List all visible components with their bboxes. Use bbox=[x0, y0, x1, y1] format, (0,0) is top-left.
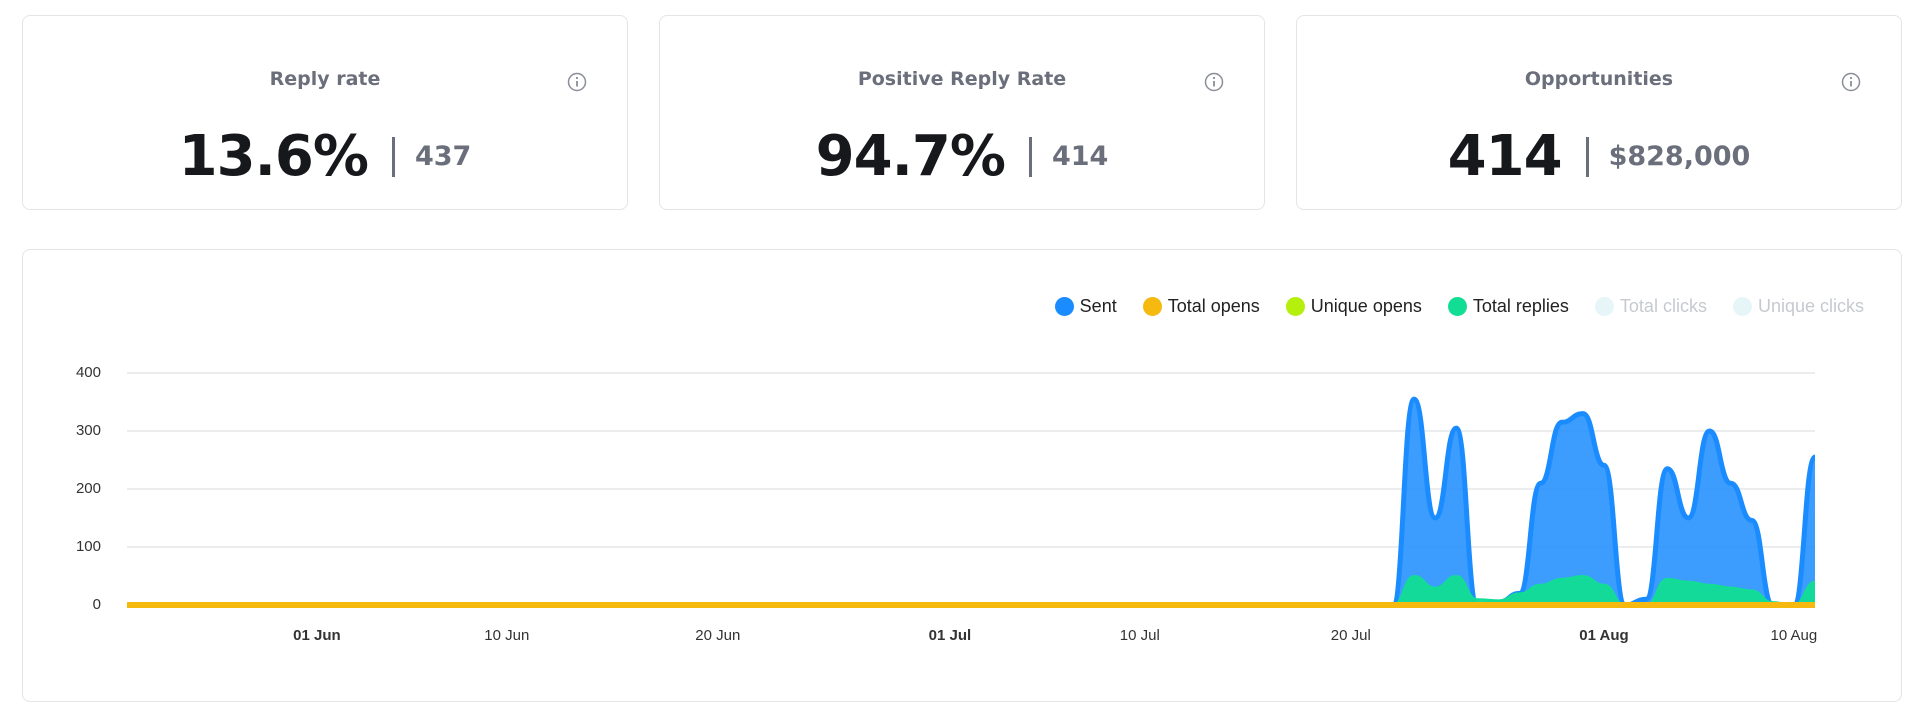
y-tick-label: 0 bbox=[93, 596, 101, 613]
legend-label: Unique clicks bbox=[1757, 296, 1864, 316]
chart-card bbox=[22, 249, 1902, 702]
legend-item[interactable]: Unique clicks bbox=[1732, 296, 1864, 317]
info-icon[interactable] bbox=[1204, 72, 1224, 92]
legend-item[interactable]: Total clicks bbox=[1594, 296, 1707, 317]
x-tick-label: 01 Jul bbox=[929, 627, 972, 644]
x-tick-label: 01 Aug bbox=[1579, 627, 1628, 644]
x-tick-label: 01 Jun bbox=[293, 627, 341, 644]
legend-swatch bbox=[1054, 297, 1074, 316]
stat-value: 13.6% bbox=[178, 124, 369, 189]
stat-value: 94.7% bbox=[815, 124, 1006, 189]
x-tick-label: 10 Jul bbox=[1120, 627, 1160, 644]
legend-label: Total opens bbox=[1167, 296, 1260, 316]
legend-swatch bbox=[1447, 297, 1467, 316]
area bbox=[127, 399, 1815, 605]
x-tick-label: 10 Aug bbox=[1771, 627, 1818, 644]
x-tick-label: 20 Jul bbox=[1331, 627, 1371, 644]
stat-secondary: 437 bbox=[414, 141, 472, 172]
card-title: Positive Reply Rate bbox=[857, 68, 1067, 90]
info-icon[interactable] bbox=[567, 72, 587, 92]
legend-swatch bbox=[1732, 297, 1752, 316]
legend-swatch bbox=[1285, 297, 1305, 316]
stat-value: 414 bbox=[1447, 124, 1563, 189]
stat-card: Positive Reply Rate 94.7% 414 bbox=[659, 15, 1265, 210]
card-title: Opportunities bbox=[1524, 68, 1674, 90]
y-tick-label: 100 bbox=[76, 538, 101, 555]
legend-swatch bbox=[1594, 297, 1614, 316]
card-title: Reply rate bbox=[269, 68, 381, 90]
x-tick-label: 20 Jun bbox=[695, 627, 740, 644]
legend-label: Total clicks bbox=[1619, 296, 1707, 316]
stat-card: Reply rate 13.6% 437 bbox=[22, 15, 628, 210]
legend-item[interactable]: Sent bbox=[1054, 296, 1117, 317]
legend-item[interactable]: Total replies bbox=[1447, 296, 1569, 317]
legend-swatch bbox=[1142, 297, 1162, 316]
x-tick-label: 10 Jun bbox=[484, 627, 529, 644]
legend-label: Total replies bbox=[1472, 296, 1569, 316]
legend: Sent Total opens Unique opens Total replies… bbox=[1054, 296, 1864, 317]
stat-secondary: 414 bbox=[1051, 141, 1109, 172]
legend-item[interactable]: Unique opens bbox=[1285, 296, 1422, 317]
y-tick-label: 200 bbox=[76, 480, 101, 497]
y-tick-label: 400 bbox=[76, 364, 101, 381]
legend-label: Unique opens bbox=[1310, 296, 1422, 316]
stat-secondary: $828,000 bbox=[1608, 141, 1751, 172]
area bbox=[127, 576, 1815, 605]
stat-card: Opportunities 414 $828,000 bbox=[1296, 15, 1902, 210]
legend-label: Sent bbox=[1079, 296, 1117, 316]
y-tick-label: 300 bbox=[76, 422, 101, 439]
legend-item[interactable]: Total opens bbox=[1142, 296, 1260, 317]
info-icon[interactable] bbox=[1841, 72, 1861, 92]
